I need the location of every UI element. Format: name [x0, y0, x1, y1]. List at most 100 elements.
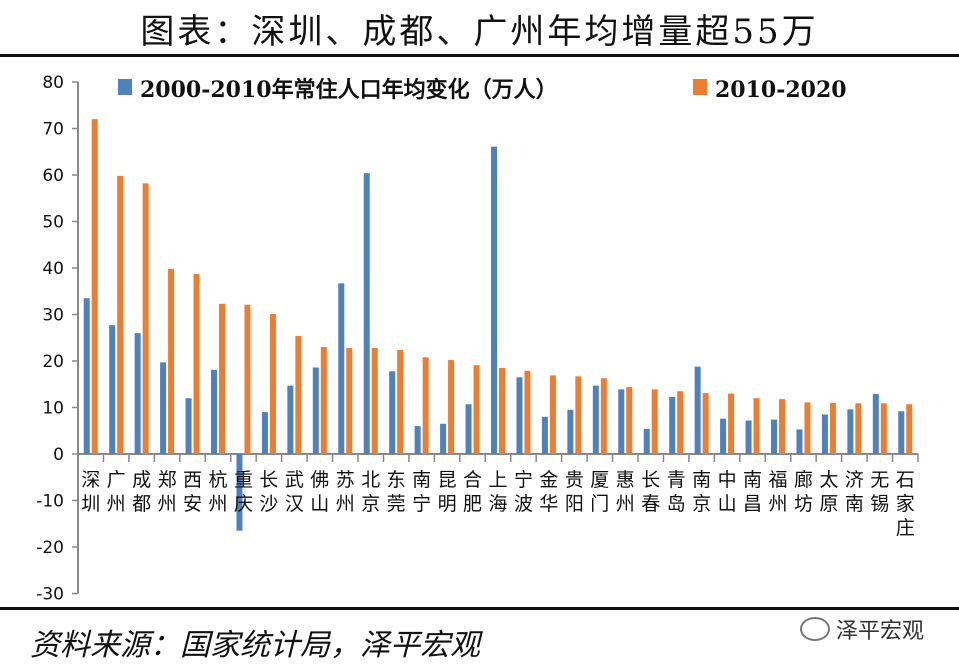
bar-series-1-1 — [109, 325, 116, 454]
bar-series-2-32 — [906, 404, 913, 454]
bar-series-1-31 — [872, 394, 879, 454]
bar-series-2-10 — [346, 347, 353, 454]
bar-series-2-18 — [549, 375, 556, 454]
bar-series-1-20 — [592, 385, 599, 454]
x-tick-label: 北京 — [361, 469, 380, 515]
bar-series-2-29 — [829, 402, 836, 454]
watermark-text: 泽平宏观 — [836, 619, 925, 644]
y-tick-label: 70 — [42, 120, 64, 140]
bar-series-2-31 — [880, 403, 887, 454]
bar-series-2-21 — [626, 387, 633, 454]
bar-series-1-17 — [516, 377, 523, 454]
x-tick-label: 深圳 — [81, 469, 100, 515]
bar-series-2-20 — [600, 378, 607, 454]
x-tick-label: 南昌 — [743, 469, 762, 515]
x-tick-label: 金华 — [539, 469, 558, 515]
bar-series-1-10 — [338, 283, 345, 454]
bar-series-1-21 — [618, 389, 625, 454]
bar-series-2-7 — [269, 314, 276, 454]
bar-series-2-12 — [397, 349, 404, 454]
bar-series-1-3 — [160, 362, 167, 454]
bar-series-2-5 — [219, 303, 225, 454]
bar-series-2-8 — [295, 335, 302, 454]
x-tick-label: 上海 — [488, 469, 507, 515]
bar-series-1-8 — [287, 385, 294, 454]
x-tick-label: 昆明 — [438, 469, 457, 515]
bar-series-2-6 — [244, 304, 251, 454]
y-tick-label: 20 — [42, 352, 64, 372]
bar-series-1-28 — [796, 429, 803, 454]
bar-series-1-27 — [771, 419, 777, 454]
x-tick-label: 西安 — [183, 469, 202, 515]
bar-series-2-13 — [422, 357, 429, 454]
bar-series-1-11 — [363, 173, 370, 454]
x-tick-label: 合肥 — [463, 469, 482, 515]
bar-series-1-2 — [134, 333, 141, 454]
source-note: 资料来源：国家统计局，泽平宏观 — [30, 628, 480, 663]
bar-series-1-18 — [541, 416, 548, 454]
bar-series-2-24 — [702, 393, 709, 454]
bar-series-1-4 — [185, 398, 192, 454]
bar-series-2-17 — [524, 370, 531, 454]
x-tick-label: 贵阳 — [565, 469, 584, 515]
x-tick-label: 长春 — [641, 469, 660, 515]
y-tick-label: -30 — [36, 585, 64, 605]
bar-series-1-22 — [643, 428, 650, 454]
bar-series-2-2 — [142, 183, 149, 454]
bar-series-1-7 — [261, 412, 268, 454]
x-tick-label: 南京 — [692, 469, 711, 515]
wechat-icon — [800, 617, 830, 641]
bar-series-2-15 — [473, 365, 480, 454]
bar-series-1-30 — [847, 409, 854, 454]
bar-series-1-32 — [898, 411, 905, 454]
bar-series-2-14 — [448, 360, 455, 454]
legend: 2000-2010年常住人口年均变化（万人） 2010-2020 — [118, 77, 847, 103]
bar-series-1-25 — [720, 418, 727, 454]
bar-series-1-14 — [440, 423, 447, 454]
x-tick-label: 青岛 — [667, 469, 686, 515]
bar-series-2-3 — [168, 268, 175, 454]
bar-series-1-23 — [669, 396, 676, 454]
bar-series-2-16 — [499, 367, 505, 454]
y-tick-label: 30 — [42, 306, 64, 326]
bar-series-1-29 — [821, 414, 828, 454]
bar-series-2-25 — [728, 393, 735, 454]
x-tick-label: 郑州 — [158, 469, 177, 515]
y-tick-label: 40 — [42, 259, 64, 279]
x-tick-label: 成都 — [132, 469, 151, 515]
footer-divider — [0, 607, 959, 610]
x-tick-label: 东莞 — [387, 469, 406, 515]
bar-series-1-13 — [414, 426, 421, 454]
bar-series-2-1 — [117, 175, 124, 454]
legend-label-series-1: 2000-2010年常住人口年均变化（万人） — [140, 77, 558, 103]
bar-series-1-0 — [83, 298, 90, 454]
bar-series-2-23 — [677, 391, 684, 454]
x-tick-label: 武汉 — [285, 469, 304, 515]
bar-series-2-9 — [320, 347, 327, 454]
bar-series-1-5 — [211, 369, 217, 454]
y-tick-label: -10 — [36, 492, 64, 512]
bar-series-1-16 — [491, 146, 497, 454]
legend-swatch-series-1 — [118, 79, 132, 95]
bar-series-1-15 — [465, 404, 472, 454]
watermark: 泽平宏观 — [800, 613, 924, 645]
legend-label-series-2: 2010-2020 — [715, 77, 847, 103]
y-tick-label: -20 — [36, 538, 64, 558]
bar-series-2-11 — [371, 347, 378, 454]
x-tick-label: 广州 — [107, 469, 126, 515]
x-tick-label: 宁波 — [514, 469, 533, 515]
page-title: 图表：深圳、成都、广州年均增量超55万 — [140, 12, 819, 52]
bar-series-2-30 — [855, 403, 862, 454]
bar-series-2-27 — [779, 399, 785, 454]
title-divider — [0, 54, 959, 57]
x-tick-label: 济南 — [845, 469, 864, 515]
x-tick-label: 南宁 — [412, 469, 431, 515]
y-tick-label: 50 — [42, 213, 64, 233]
y-tick-label: 60 — [42, 166, 64, 186]
x-tick-label: 佛山 — [310, 469, 329, 515]
x-tick-label: 杭州 — [208, 469, 227, 515]
y-tick-label: 10 — [42, 399, 64, 419]
bar-series-2-26 — [753, 398, 760, 454]
x-tick-label: 无锡 — [870, 469, 889, 515]
